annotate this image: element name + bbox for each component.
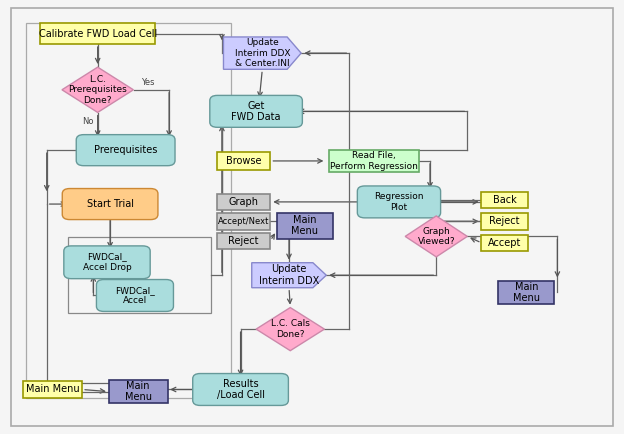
FancyBboxPatch shape (217, 233, 270, 249)
FancyBboxPatch shape (62, 188, 158, 220)
Polygon shape (223, 37, 301, 69)
Text: Main
Menu: Main Menu (125, 381, 152, 402)
Text: Browse: Browse (226, 156, 261, 166)
Text: No: No (82, 117, 94, 126)
Text: L.C. Cals
Done?: L.C. Cals Done? (271, 319, 310, 339)
FancyBboxPatch shape (358, 186, 441, 218)
FancyBboxPatch shape (217, 194, 270, 210)
FancyBboxPatch shape (329, 150, 419, 172)
Text: Update
Interim DDX
& Center.INI: Update Interim DDX & Center.INI (235, 38, 290, 68)
Text: Results
/Load Cell: Results /Load Cell (217, 379, 265, 400)
Text: Yes: Yes (141, 78, 155, 87)
FancyBboxPatch shape (499, 281, 554, 304)
Text: FWDCal_
Accel Drop: FWDCal_ Accel Drop (82, 253, 132, 272)
Text: L.C.
Prerequisites
Done?: L.C. Prerequisites Done? (68, 75, 127, 105)
FancyBboxPatch shape (97, 279, 173, 312)
FancyBboxPatch shape (276, 213, 333, 239)
Polygon shape (251, 263, 326, 288)
Polygon shape (405, 216, 467, 257)
Polygon shape (62, 67, 134, 112)
Text: Graph: Graph (228, 197, 259, 207)
Bar (26, 23, 232, 398)
FancyBboxPatch shape (217, 213, 270, 230)
Text: FWDCal_
Accel: FWDCal_ Accel (115, 286, 155, 305)
Text: Update
Interim DDX: Update Interim DDX (259, 264, 319, 286)
Text: Main
Menu: Main Menu (513, 282, 540, 303)
Bar (68, 237, 211, 313)
Text: Start Trial: Start Trial (87, 199, 134, 209)
FancyBboxPatch shape (64, 246, 150, 279)
Text: Back: Back (493, 195, 517, 205)
FancyBboxPatch shape (23, 381, 82, 398)
Text: Regression
Plot: Regression Plot (374, 192, 424, 212)
Polygon shape (256, 308, 324, 351)
Text: Accept: Accept (488, 238, 521, 248)
FancyBboxPatch shape (481, 213, 528, 230)
Text: Reject: Reject (489, 216, 520, 226)
FancyBboxPatch shape (210, 95, 303, 127)
Text: Get
FWD Data: Get FWD Data (232, 101, 281, 122)
FancyBboxPatch shape (40, 23, 155, 44)
Text: Graph
Viewed?: Graph Viewed? (417, 227, 455, 246)
FancyBboxPatch shape (481, 191, 528, 208)
Text: Calibrate FWD Load Cell: Calibrate FWD Load Cell (39, 29, 157, 39)
Text: Read File,
Perform Regression: Read File, Perform Regression (330, 151, 418, 171)
Text: Main Menu: Main Menu (26, 385, 79, 395)
FancyBboxPatch shape (193, 374, 288, 405)
FancyBboxPatch shape (481, 235, 528, 251)
Text: Prerequisites: Prerequisites (94, 145, 157, 155)
Text: Reject: Reject (228, 236, 259, 246)
FancyBboxPatch shape (76, 135, 175, 166)
Text: Main
Menu: Main Menu (291, 215, 318, 237)
Text: Accept/Next: Accept/Next (218, 217, 270, 226)
FancyBboxPatch shape (217, 152, 270, 170)
FancyBboxPatch shape (109, 380, 168, 403)
